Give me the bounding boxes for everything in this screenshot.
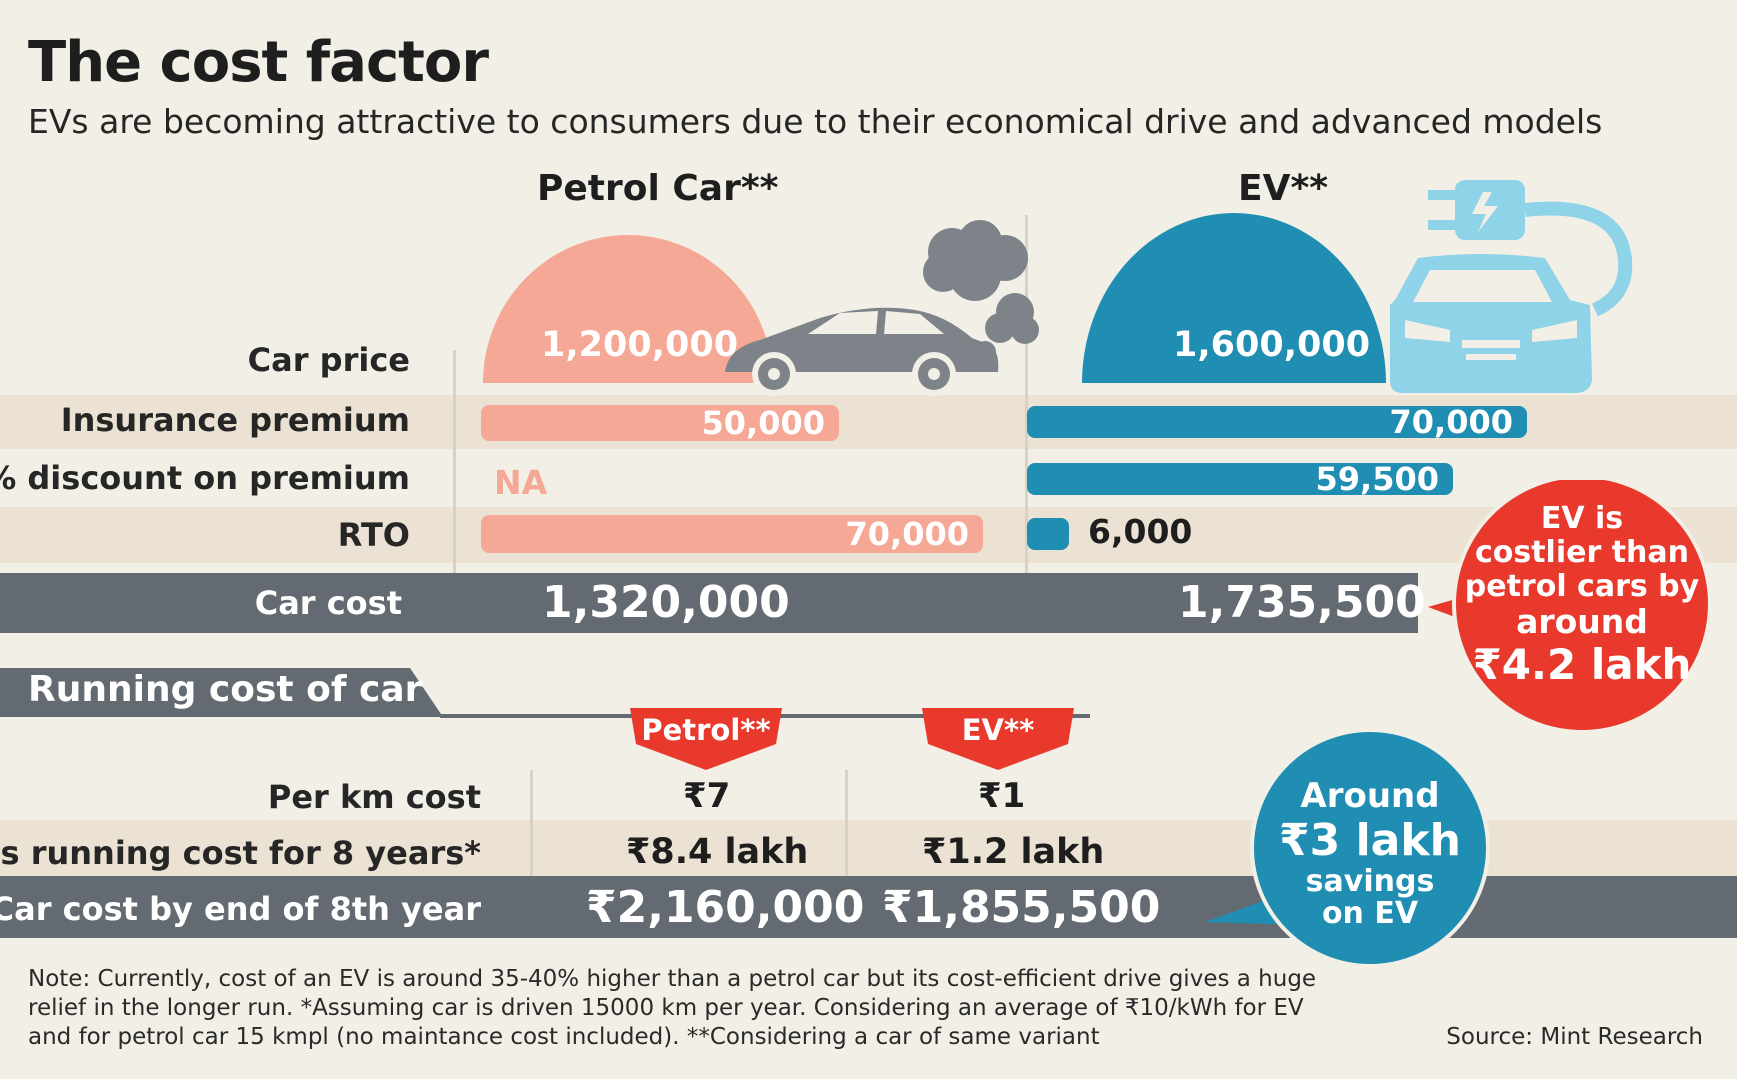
callout-line-3: petrol cars by — [1464, 569, 1700, 604]
page-title: The cost factor — [28, 30, 489, 95]
tag-petrol: Petrol** — [641, 713, 771, 747]
callout-line-4: around — [1516, 602, 1648, 641]
ev-insurance-value: 70,000 — [1389, 403, 1513, 441]
petrol-insurance-value: 50,000 — [701, 404, 825, 442]
ev-discount-value: 59,500 — [1315, 460, 1439, 498]
row-label-rto: RTO — [337, 516, 410, 554]
petrol-per-km-value: ₹7 — [683, 776, 731, 816]
savings-callout-text: Around ₹3 lakh savings on EV — [1270, 776, 1470, 930]
ev-per-km-value: ₹1 — [978, 776, 1026, 816]
column-head-petrol: Petrol Car** — [537, 168, 779, 209]
petrol-end-cost-value: ₹2,160,000 — [586, 882, 865, 933]
petrol-discount-na: NA — [494, 463, 548, 502]
callout-line-5: ₹4.2 lakh — [1472, 640, 1692, 689]
petrol-rto-bar: 70,000 — [481, 515, 983, 553]
row-label-discount: 15% discount on premium — [0, 459, 410, 497]
running-cost-heading: Running cost of car — [28, 669, 423, 710]
petrol-price-value: 1,200,000 — [541, 325, 739, 365]
petrol-price-semicircle — [483, 235, 773, 383]
page-subtitle: EVs are becoming attractive to consumers… — [28, 102, 1603, 141]
ev-8y-value: ₹1.2 lakh — [922, 832, 1105, 872]
savings-line-3: savings — [1305, 864, 1435, 899]
ev-price-value: 1,600,000 — [1173, 325, 1371, 365]
ev-car-icon — [1390, 254, 1592, 393]
callout-line-2: costlier than — [1474, 535, 1690, 570]
column-divider-middle — [1025, 215, 1028, 573]
ev-price-semicircle — [1082, 213, 1386, 383]
savings-callout-bubble — [1205, 730, 1490, 968]
costlier-callout-bubble — [1428, 480, 1712, 734]
row-label-insurance: Insurance premium — [60, 401, 410, 439]
costlier-callout-text: EV is costlier than petrol cars by aroun… — [1462, 502, 1702, 690]
column-divider-left — [453, 350, 456, 573]
column-head-ev: EV** — [1238, 168, 1329, 209]
ev-end-cost-value: ₹1,855,500 — [882, 882, 1161, 933]
row-label-end-cost: Car cost by end of 8th year — [0, 890, 481, 928]
row-label-per-km: Per km cost — [267, 778, 481, 816]
ev-rto-value: 6,000 — [1088, 512, 1193, 551]
tag-petrol-shape — [630, 708, 782, 770]
ev-rto-bar — [1027, 518, 1069, 550]
savings-line-4: on EV — [1321, 896, 1419, 931]
tag-ev: EV** — [961, 713, 1035, 747]
row-bar-car-cost — [0, 573, 1418, 633]
running-divider-left — [530, 770, 533, 876]
tag-ev-shape — [922, 708, 1074, 770]
petrol-insurance-bar: 50,000 — [481, 405, 839, 441]
plug-icon — [1428, 180, 1633, 317]
petrol-car-cost-value: 1,320,000 — [542, 577, 790, 628]
footnote: Note: Currently, cost of an EV is around… — [28, 966, 1317, 1050]
petrol-car-icon — [725, 307, 999, 396]
petrol-8y-value: ₹8.4 lakh — [626, 832, 809, 872]
ev-insurance-bar: 70,000 — [1027, 406, 1527, 438]
row-label-car-price: Car price — [247, 341, 410, 379]
source-credit: Source: Mint Research — [1446, 1024, 1703, 1050]
savings-line-2: ₹3 lakh — [1279, 815, 1461, 866]
running-divider-middle — [845, 770, 848, 876]
savings-line-1: Around — [1300, 776, 1440, 816]
callout-line-1: EV is — [1540, 501, 1624, 536]
row-label-car-cost: Car cost — [254, 584, 402, 622]
row-label-running-8y: Car's running cost for 8 years* — [0, 834, 481, 872]
petrol-rto-value: 70,000 — [845, 515, 969, 553]
ev-discount-bar: 59,500 — [1027, 463, 1453, 495]
ev-car-cost-value: 1,735,500 — [1178, 577, 1426, 628]
